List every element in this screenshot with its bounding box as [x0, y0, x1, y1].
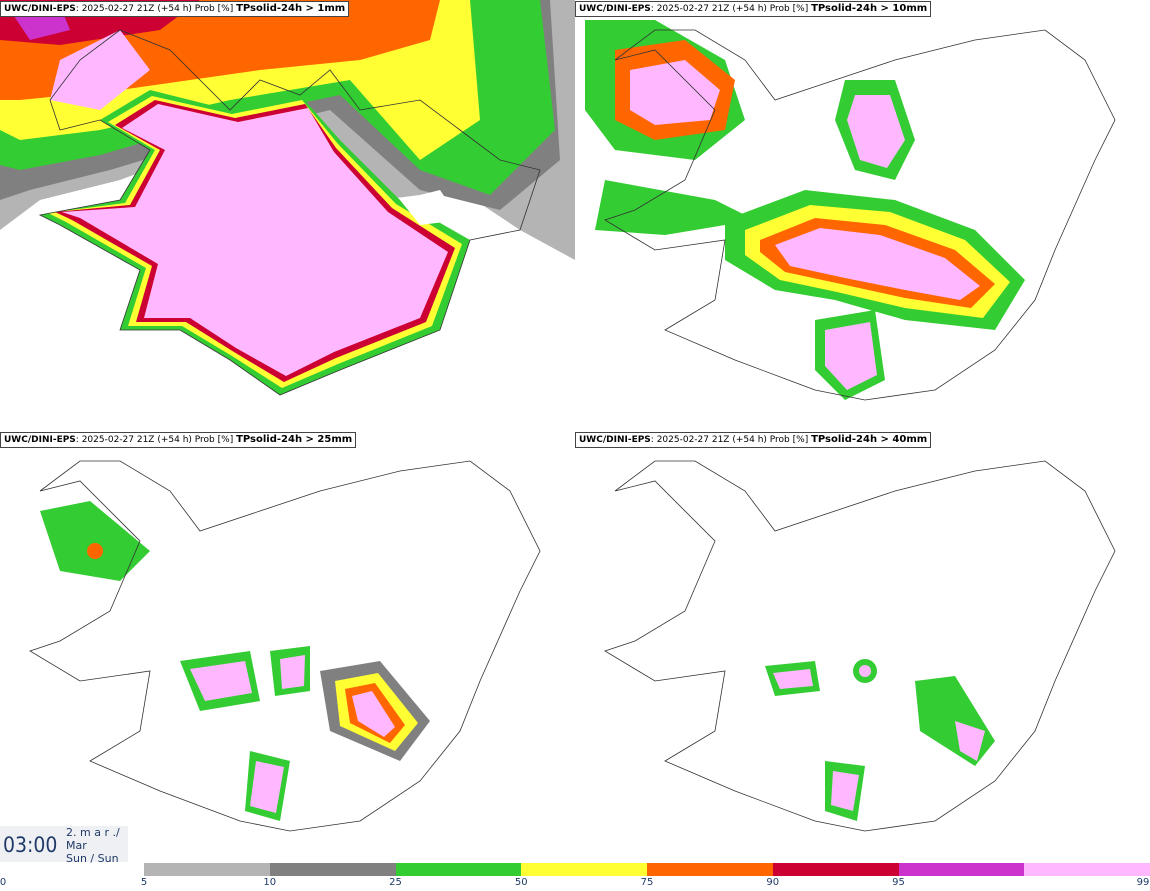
probability-map	[575, 431, 1150, 861]
colorbar-tick-label: 95	[892, 877, 905, 888]
map-panel-1mm: UWC/DINI-EPS: 2025-02-27 21Z (+54 h) Pro…	[0, 0, 575, 430]
valid-date: 2. m a r ./ Mar Sun / Sun	[66, 826, 120, 865]
colorbar-tick-label: 0	[0, 877, 7, 888]
colorbar-segment	[269, 863, 396, 876]
valid-time-box: 03:00 2. m a r ./ Mar Sun / Sun	[0, 826, 128, 865]
colorbar-tick-label: 90	[766, 877, 780, 888]
probability-map	[0, 431, 575, 861]
colorbar-segment	[144, 863, 270, 876]
colorbar-segment	[395, 863, 522, 876]
colorbar-segment	[898, 863, 1025, 876]
probability-map	[575, 0, 1150, 430]
panel-title: UWC/DINI-EPS: 2025-02-27 21Z (+54 h) Pro…	[0, 1, 350, 17]
colorbar-segment	[772, 863, 899, 876]
colorbar-tick-label: 50	[514, 877, 528, 888]
valid-time: 03:00	[3, 833, 58, 857]
colorbar	[144, 863, 1150, 876]
colorbar-tick-label: 99	[1136, 877, 1150, 888]
panel-title: UWC/DINI-EPS: 2025-02-27 21Z (+54 h) Pro…	[575, 432, 932, 448]
map-panel-40mm: UWC/DINI-EPS: 2025-02-27 21Z (+54 h) Pro…	[575, 431, 1150, 861]
colorbar-segment	[647, 863, 773, 876]
colorbar-tick-label: 10	[263, 877, 277, 888]
probability-map	[0, 0, 575, 430]
panel-title: UWC/DINI-EPS: 2025-02-27 21Z (+54 h) Pro…	[0, 432, 357, 448]
map-panel-10mm: UWC/DINI-EPS: 2025-02-27 21Z (+54 h) Pro…	[575, 0, 1150, 430]
panel-title: UWC/DINI-EPS: 2025-02-27 21Z (+54 h) Pro…	[575, 1, 932, 17]
colorbar-tick-label: 75	[640, 877, 654, 888]
colorbar-segment	[521, 863, 647, 876]
colorbar-tick-label: 25	[389, 877, 402, 888]
colorbar-tick-label: 5	[140, 877, 148, 888]
colorbar-segment	[1024, 863, 1150, 876]
map-panel-25mm: UWC/DINI-EPS: 2025-02-27 21Z (+54 h) Pro…	[0, 431, 575, 861]
